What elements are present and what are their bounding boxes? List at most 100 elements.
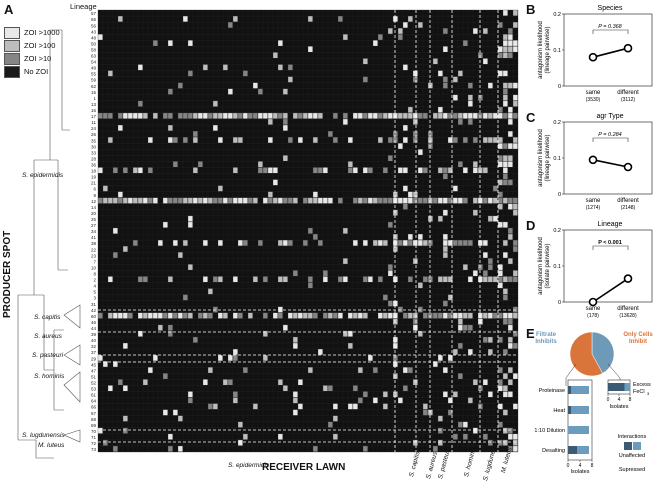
heatmap-cell [508,28,513,34]
heatmap-cell [108,312,113,319]
x-count-label: (13628) [619,313,637,319]
heatmap-cell [123,197,128,204]
heatmap-cell [168,324,173,331]
heatmap-cell [278,379,283,385]
heatmap-cell [413,112,418,119]
heatmap-cell [188,70,193,77]
heatmap-cell [353,403,358,410]
heatmap-cell [458,112,463,119]
heatmap-cell [453,137,458,143]
heatmap-cell [508,161,513,168]
heatmap-cell [503,167,508,174]
y-tick-label: 0 [558,192,561,198]
heatmap-cell [288,312,293,319]
heatmap-cell [223,197,228,204]
heatmap-cell [308,227,313,234]
lineage-number: 46 [91,320,97,325]
heatmap-cell [208,367,213,373]
heatmap-cell [403,64,408,71]
heatmap-cell [228,355,233,361]
heatmap-cell [293,397,298,404]
heatmap-cell [433,361,438,367]
heatmap-cell [128,197,133,204]
heatmap-cell [248,312,253,319]
heatmap-cell [328,312,333,319]
heatmap-cell [113,312,118,319]
data-point [588,155,598,165]
legend-swatch [4,53,20,66]
series-line [592,277,629,303]
x-tick-label: 8 [591,463,594,469]
heatmap-cell [228,379,233,385]
heatmap-cell [283,240,288,246]
heatmap-cell [243,197,248,204]
bar-unaffected [568,406,571,414]
x-tick-label: 4 [618,397,621,403]
heatmap-cell [368,276,373,283]
heatmap-cell [468,276,473,283]
heatmap-cell [348,403,353,410]
heatmap-cell [228,197,233,204]
heatmap-cell [408,197,413,204]
heatmap-cell [508,324,513,331]
phylogeny-tree [17,29,81,459]
lineage-number: 4 [93,284,96,289]
heatmap-cell [408,112,413,119]
heatmap-cell [498,403,503,410]
heatmap-cell [283,125,288,131]
heatmap-cell [203,379,208,385]
heatmap-cell [113,197,118,204]
heatmap-cell [513,46,518,52]
heatmap-cell [283,112,288,119]
heatmap-cell [448,112,453,119]
heatmap-cell [278,64,283,71]
heatmap-cell [493,112,498,119]
heatmap-cell [143,379,148,385]
heatmap-cell [353,312,358,319]
heatmap-cell [498,161,503,168]
heatmap-cell [118,312,123,319]
heatmap-cell [458,343,463,349]
heatmap-cell [448,312,453,319]
heatmap-cell [233,197,238,204]
heatmap-cell [453,197,458,204]
heatmap-cell [178,252,183,258]
heatmap-cell [478,385,483,392]
heatmap-cell [483,336,488,343]
lineage-number: 44 [91,326,97,331]
heatmap-cell [283,155,288,161]
heatmap-cell [293,336,298,343]
heatmap-cell [463,264,468,270]
heatmap-cell [498,143,503,149]
heatmap-cell [408,367,413,373]
heatmap-cell [323,270,328,277]
heatmap-cell [488,276,493,283]
heatmap-cell [463,324,468,331]
heatmap-cell [143,276,148,283]
bar-category-label: Heat [553,408,565,414]
heatmap-cell [488,312,493,319]
heatmap-cell [243,112,248,119]
heatmap-cell [413,318,418,325]
heatmap-cell [313,312,318,319]
heatmap-cell [428,137,433,143]
heatmap-cell [443,209,448,216]
heatmap-cell [453,349,458,355]
y-axis-label-2: (lineage pairwise) [545,134,551,181]
heatmap-cell [513,197,518,204]
heatmap-cell [498,46,503,52]
heatmap-cell [373,240,378,246]
heatmap-cell [438,106,443,113]
heatmap-cell [413,137,418,143]
heatmap-cell [313,234,318,240]
heatmap-cell [513,240,518,246]
heatmap-cell [238,137,243,143]
heatmap-cell [383,391,388,398]
heatmap-cell [418,240,423,246]
heatmap-cell [118,125,123,131]
bar-supressed [571,386,589,394]
lineage-number: 39 [91,332,97,337]
heatmap-cell [423,240,428,246]
heatmap-cell [408,240,413,246]
lineage-number: 12 [91,199,97,204]
